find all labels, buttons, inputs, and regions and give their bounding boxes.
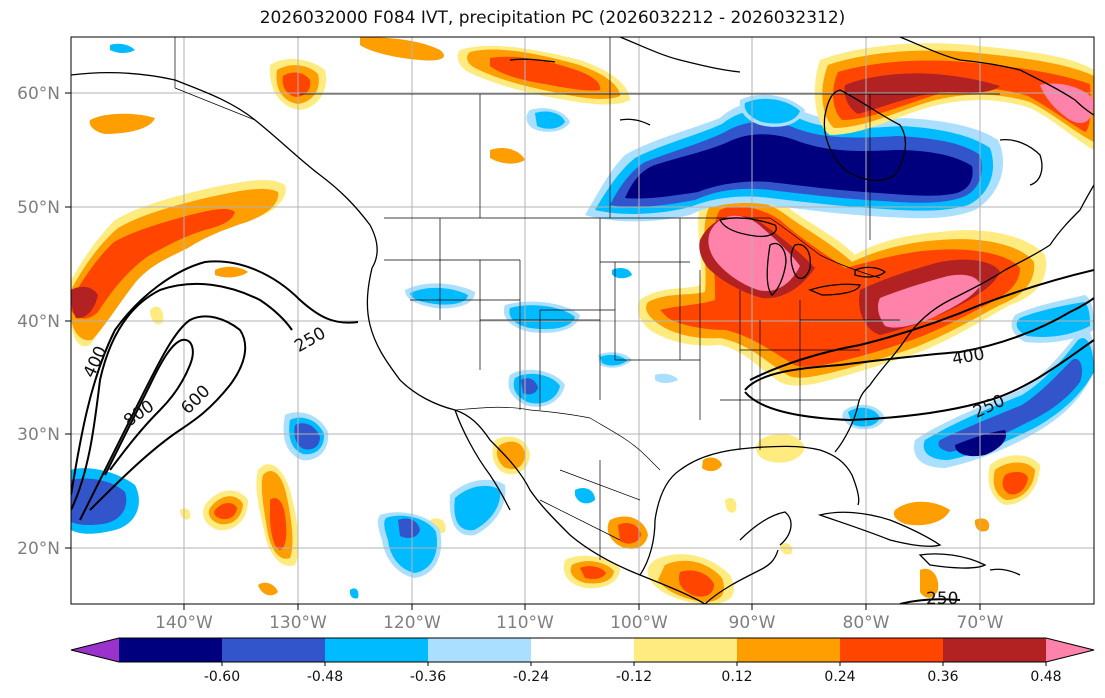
colorbar-segment xyxy=(840,638,944,662)
gridlines xyxy=(71,37,1094,604)
lat-label: 40°N xyxy=(17,312,60,332)
colorbar-tick-label: -0.48 xyxy=(307,669,343,685)
colorbar-segment xyxy=(119,638,223,662)
colorbar-extend-low xyxy=(71,638,119,662)
longitude-axis: 140°W 130°W 120°W 110°W 100°W 90°W 80°W … xyxy=(155,604,1004,633)
lon-label: 120°W xyxy=(383,613,441,633)
colorbar-segment xyxy=(325,638,429,662)
lon-label: 140°W xyxy=(155,613,213,633)
lat-label: 20°N xyxy=(17,539,60,559)
colorbar-segment xyxy=(428,638,532,662)
lat-label: 50°N xyxy=(17,198,60,218)
colorbar-segment xyxy=(531,638,635,662)
chart-title: 2026032000 F084 IVT, precipitation PC (2… xyxy=(259,8,846,28)
colorbar-outline xyxy=(70,637,1095,663)
lat-label: 60°N xyxy=(17,84,60,104)
colorbar-tick-label: -0.60 xyxy=(204,669,240,685)
lat-label: 30°N xyxy=(17,425,60,445)
colorbar-segment xyxy=(222,638,326,662)
contour-label: 250 xyxy=(926,589,958,609)
colorbar-tick-label: 0.24 xyxy=(824,669,855,685)
colorbar-tick-label: -0.24 xyxy=(513,669,549,685)
colorbar-tick-label: -0.12 xyxy=(616,669,652,685)
colorbar-tick-label: 0.48 xyxy=(1030,669,1061,685)
political-borders xyxy=(174,37,1000,560)
colorbar-segment xyxy=(943,638,1047,662)
latitude-axis: 20°N 30°N 40°N 50°N 60°N xyxy=(17,84,71,559)
colorbar-segment xyxy=(737,638,841,662)
colorbar-segment xyxy=(634,638,738,662)
ivt-contours xyxy=(71,260,1094,604)
lon-label: 90°W xyxy=(729,613,776,633)
colorbar-tick-label: 0.12 xyxy=(721,669,752,685)
lon-label: 110°W xyxy=(496,613,554,633)
colorbar-tick-label: -0.36 xyxy=(410,669,446,685)
colorbar: -0.60 -0.48 -0.36 -0.24 -0.12 0.12 0.24 0.36 0.4… xyxy=(70,637,1095,685)
lon-label: 70°W xyxy=(957,613,1004,633)
lon-label: 80°W xyxy=(843,613,890,633)
precip-pc-shading xyxy=(71,37,1094,604)
lon-label: 100°W xyxy=(610,613,668,633)
lon-label: 130°W xyxy=(269,613,327,633)
coastlines xyxy=(71,37,1094,604)
colorbar-extend-high xyxy=(1046,638,1094,662)
colorbar-tick-label: 0.36 xyxy=(927,669,958,685)
